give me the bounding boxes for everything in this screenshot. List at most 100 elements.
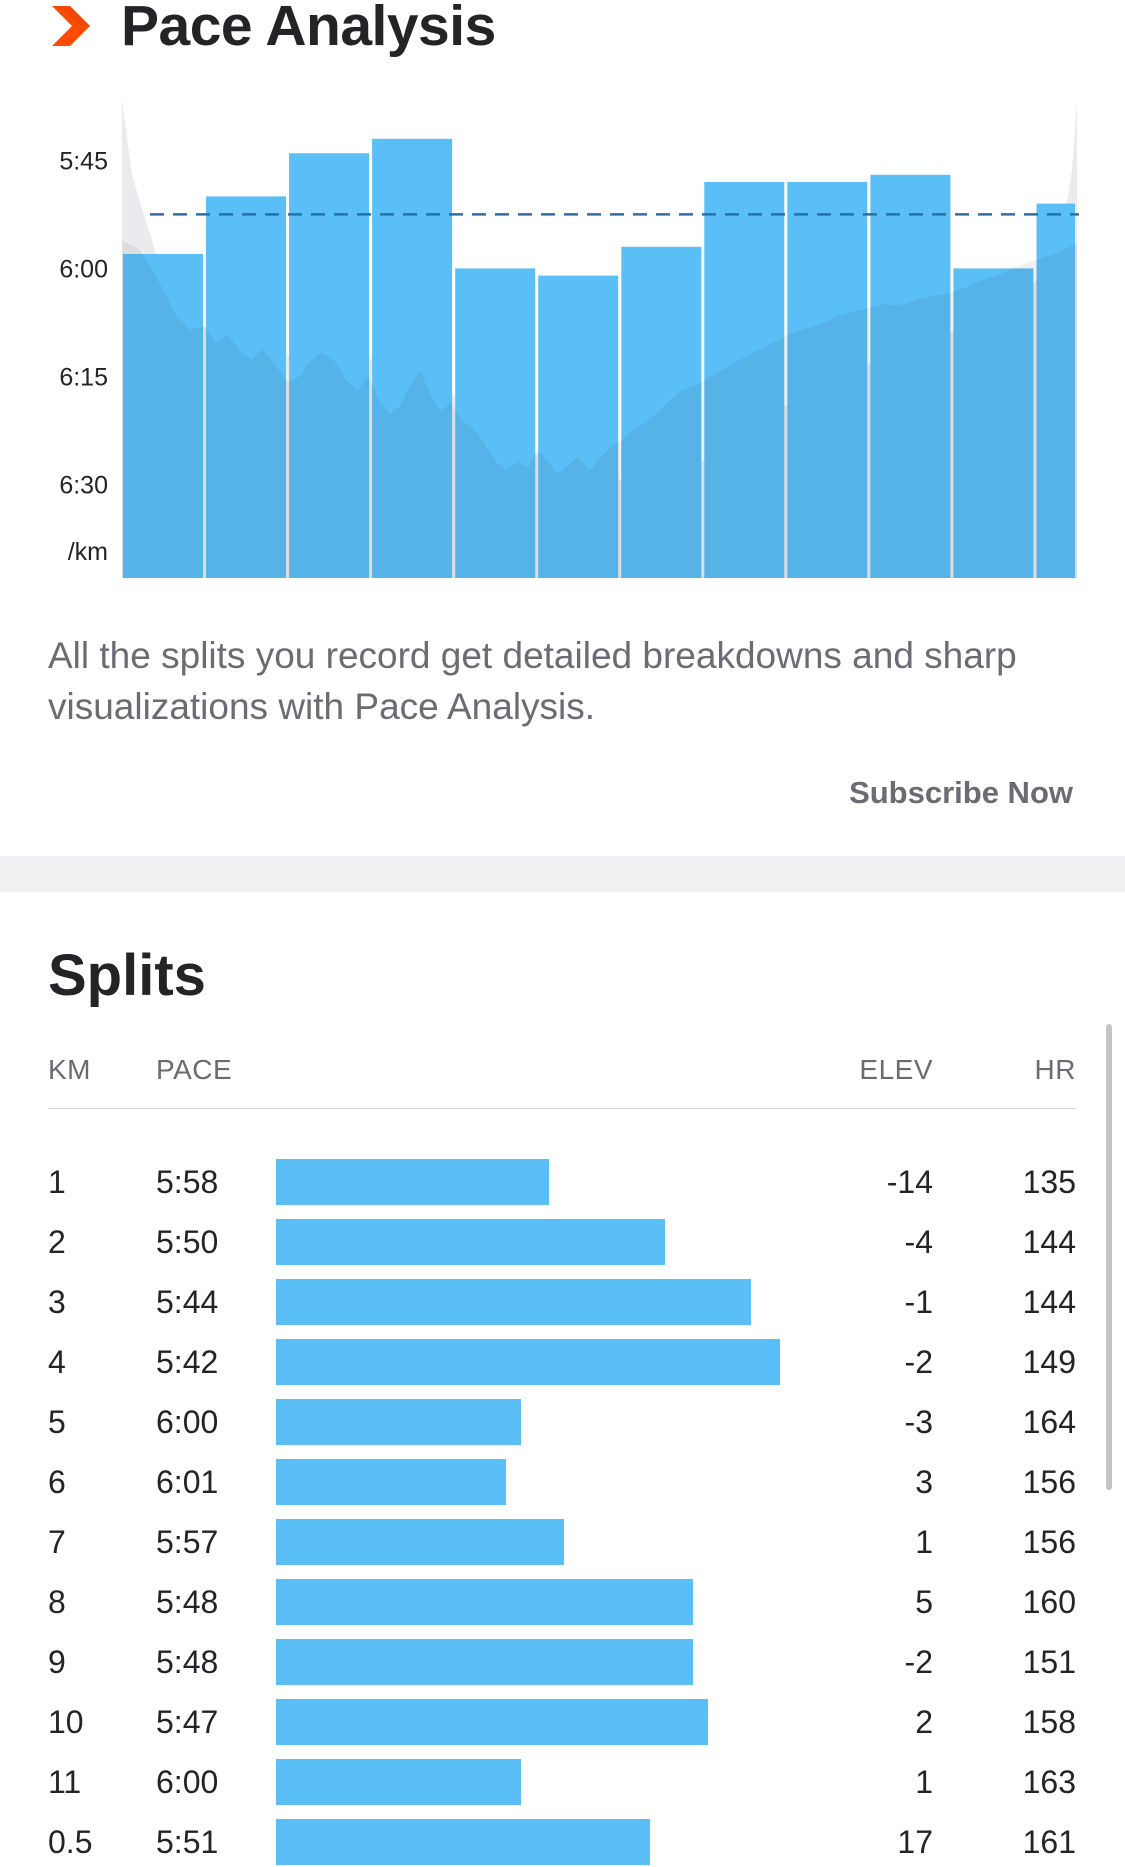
split-heart-rate: 149 <box>1022 1344 1076 1380</box>
scrollbar[interactable] <box>1106 1024 1112 1490</box>
column-header-km: KM <box>48 1054 91 1085</box>
split-row: 6 6:01 3 156 <box>0 1457 1125 1507</box>
pace-analysis-header: Pace Analysis <box>0 0 1125 60</box>
split-pace-bar <box>276 1759 521 1805</box>
subscribe-now-button[interactable]: Subscribe Now <box>849 775 1073 810</box>
split-heart-rate: 160 <box>1022 1584 1076 1620</box>
split-elevation: 17 <box>897 1824 933 1860</box>
split-km: 11 <box>48 1764 82 1800</box>
split-km: 7 <box>48 1524 66 1560</box>
split-pace: 5:57 <box>156 1524 219 1560</box>
split-heart-rate: 158 <box>1022 1704 1076 1740</box>
split-pace-bar <box>276 1459 506 1505</box>
split-row: 4 5:42 -2 149 <box>0 1337 1125 1387</box>
split-elevation: 3 <box>915 1464 933 1500</box>
split-pace-bar <box>276 1519 564 1565</box>
splits-title: Splits <box>48 943 206 1008</box>
split-heart-rate: 144 <box>1022 1284 1076 1320</box>
split-row: 9 5:48 -2 151 <box>0 1637 1125 1687</box>
split-pace: 5:47 <box>156 1704 219 1740</box>
pace-bar-km-3 <box>289 153 370 578</box>
split-pace-bar <box>276 1339 780 1385</box>
split-km: 8 <box>48 1584 66 1620</box>
split-heart-rate: 151 <box>1022 1644 1076 1680</box>
y-tick-label: 6:30 <box>59 471 108 499</box>
split-pace-bar <box>276 1279 751 1325</box>
split-pace: 5:48 <box>156 1644 219 1680</box>
split-pace-bar <box>276 1699 708 1745</box>
splits-card: Splits KM PACE ELEV HR 1 5:58 -14 135 2 5:50-… <box>0 892 1125 1865</box>
pace-bar-km-9 <box>787 182 868 578</box>
column-header-pace: PACE <box>156 1054 233 1085</box>
header-divider <box>48 1108 1076 1109</box>
split-row: 0.5 5:51 17 161 <box>0 1817 1125 1867</box>
split-heart-rate: 135 <box>1022 1164 1076 1200</box>
split-row: 10 5:47 2 158 <box>0 1697 1125 1747</box>
split-heart-rate: 163 <box>1022 1764 1076 1800</box>
split-pace: 5:50 <box>156 1224 219 1260</box>
split-row: 1 5:58 -14 135 <box>0 1157 1125 1207</box>
split-elevation: -3 <box>904 1404 933 1440</box>
split-km: 4 <box>48 1344 66 1380</box>
split-row: 11 6:00 1 163 <box>0 1757 1125 1807</box>
split-km: 1 <box>48 1164 66 1200</box>
split-pace: 5:51 <box>156 1824 219 1860</box>
split-km: 9 <box>48 1644 66 1680</box>
split-pace-bar <box>276 1219 665 1265</box>
pace-bar-km-10 <box>870 174 951 579</box>
split-row: 2 5:50 -4 144 <box>0 1217 1125 1267</box>
split-elevation: -14 <box>886 1164 933 1200</box>
split-pace: 6:00 <box>156 1764 219 1800</box>
pace-analysis-card: Pace Analysis 5:45 6:00 6:15 6:30/km All th… <box>0 0 1125 856</box>
heart-rate-profile-area <box>122 240 1077 578</box>
split-elevation: 1 <box>915 1764 933 1800</box>
split-row: 8 5:48 5 160 <box>0 1577 1125 1627</box>
split-pace: 5:42 <box>156 1344 219 1380</box>
split-pace-bar <box>276 1159 549 1205</box>
split-row: 5 6:00 -3 164 <box>0 1397 1125 1447</box>
pace-bar-km-0.5 <box>1036 203 1075 578</box>
split-row: 7 5:57 1 156 <box>0 1517 1125 1567</box>
split-elevation: -1 <box>904 1284 933 1320</box>
split-km: 6 <box>48 1464 66 1500</box>
split-pace: 5:48 <box>156 1584 219 1620</box>
split-km: 0.5 <box>48 1824 93 1860</box>
split-heart-rate: 144 <box>1022 1224 1076 1260</box>
page-title: Pace Analysis <box>121 0 496 58</box>
chevron-right-icon <box>52 6 90 46</box>
pace-bar-km-4 <box>372 138 453 579</box>
split-heart-rate: 156 <box>1022 1524 1076 1560</box>
y-axis-unit-label: /km <box>68 538 108 566</box>
pace-bar-km-5 <box>455 268 536 578</box>
split-elevation: -4 <box>904 1224 933 1260</box>
pace-bar-km-6 <box>538 275 619 578</box>
pace-analysis-description: All the splits you record get detailed b… <box>48 635 1017 727</box>
pace-bar-km-7 <box>621 246 702 579</box>
split-pace-bar <box>276 1819 650 1865</box>
pace-bar-km-11 <box>953 268 1034 578</box>
split-pace-bar <box>276 1639 693 1685</box>
pace-bar-km-8 <box>704 182 785 578</box>
column-header-hr: HR <box>1034 1054 1076 1085</box>
split-pace-bar <box>276 1399 521 1445</box>
split-km: 3 <box>48 1284 66 1320</box>
y-tick-label: 6:00 <box>59 255 108 283</box>
split-heart-rate: 164 <box>1022 1404 1076 1440</box>
split-elevation: 5 <box>915 1584 933 1620</box>
split-km: 2 <box>48 1224 66 1260</box>
split-km: 5 <box>48 1404 66 1440</box>
split-elevation: 2 <box>915 1704 933 1740</box>
y-tick-label: 6:15 <box>59 363 108 391</box>
column-header-elev: ELEV <box>859 1054 933 1085</box>
split-elevation: 1 <box>915 1524 933 1560</box>
split-pace-bar <box>276 1579 693 1625</box>
split-pace: 5:44 <box>156 1284 219 1320</box>
split-elevation: -2 <box>904 1644 933 1680</box>
split-heart-rate: 161 <box>1022 1824 1076 1860</box>
pace-bar-km-2 <box>206 196 286 578</box>
split-pace: 6:00 <box>156 1404 219 1440</box>
split-heart-rate: 156 <box>1022 1464 1076 1500</box>
y-tick-label: 5:45 <box>59 147 108 175</box>
split-elevation: -2 <box>904 1344 933 1380</box>
section-divider <box>0 856 1125 892</box>
